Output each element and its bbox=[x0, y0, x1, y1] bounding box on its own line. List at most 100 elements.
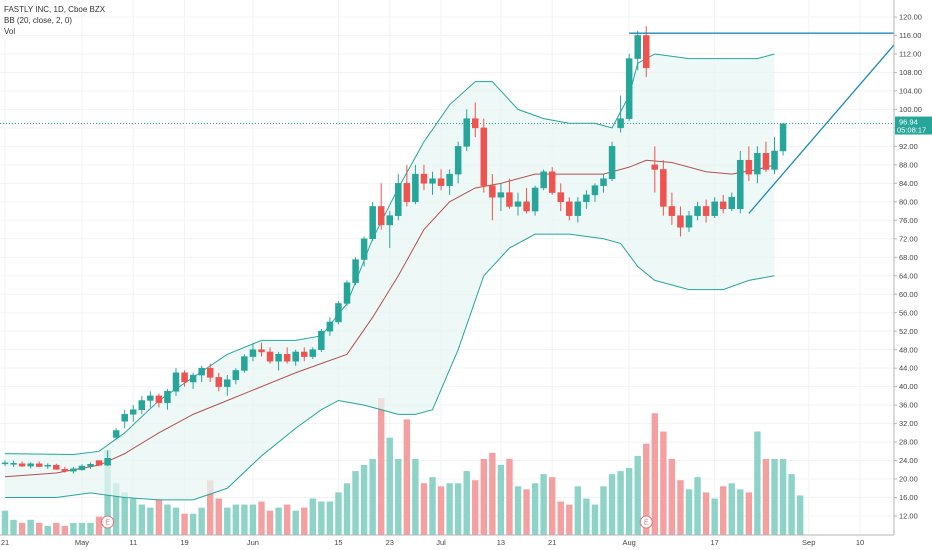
candle-body[interactable] bbox=[386, 215, 393, 226]
candle-body[interactable] bbox=[224, 379, 231, 387]
candle-body[interactable] bbox=[548, 171, 556, 193]
candle-body[interactable] bbox=[403, 183, 411, 203]
candle-body[interactable] bbox=[206, 367, 214, 378]
candle-body[interactable] bbox=[377, 206, 385, 226]
candle-body[interactable] bbox=[668, 206, 676, 216]
candle-body[interactable] bbox=[352, 259, 359, 283]
candle-body[interactable] bbox=[489, 185, 496, 198]
candle-body[interactable] bbox=[583, 194, 590, 203]
candle-body[interactable] bbox=[497, 192, 505, 198]
candle-body[interactable] bbox=[472, 118, 479, 129]
candle-body[interactable] bbox=[189, 374, 197, 383]
candle-body[interactable] bbox=[625, 58, 633, 119]
candle-body[interactable] bbox=[660, 169, 667, 207]
legend-bb[interactable]: BB (20, close, 2, 0) bbox=[4, 16, 73, 25]
candle-body[interactable] bbox=[258, 349, 265, 353]
candle-body[interactable] bbox=[27, 463, 34, 467]
candle-body[interactable] bbox=[454, 146, 462, 175]
candle-body[interactable] bbox=[446, 173, 453, 186]
candle-body[interactable] bbox=[232, 370, 240, 380]
candle-body[interactable] bbox=[420, 173, 428, 184]
candle-body[interactable] bbox=[130, 409, 137, 415]
candle-body[interactable] bbox=[318, 330, 325, 350]
candle-body[interactable] bbox=[283, 354, 291, 362]
candle-body[interactable] bbox=[121, 414, 128, 422]
candle-body[interactable] bbox=[643, 35, 650, 69]
candle-body[interactable] bbox=[480, 127, 488, 186]
candle-body[interactable] bbox=[18, 463, 26, 467]
candle-body[interactable] bbox=[514, 201, 522, 207]
candle-body[interactable] bbox=[181, 372, 188, 383]
candle-body[interactable] bbox=[771, 150, 778, 170]
candle-body[interactable] bbox=[155, 395, 163, 404]
candle-body[interactable] bbox=[10, 463, 17, 465]
candle-body[interactable] bbox=[309, 349, 317, 357]
candle-body[interactable] bbox=[1, 462, 9, 465]
candle-body[interactable] bbox=[95, 460, 103, 466]
candle-body[interactable] bbox=[754, 153, 761, 175]
candle-body[interactable] bbox=[395, 183, 402, 216]
earnings-marker[interactable] bbox=[639, 515, 653, 529]
candle-body[interactable] bbox=[172, 372, 180, 392]
candle-body[interactable] bbox=[266, 351, 274, 362]
price-axis[interactable] bbox=[894, 0, 932, 550]
candle-body[interactable] bbox=[540, 171, 547, 189]
candle-body[interactable] bbox=[617, 118, 624, 129]
candle-body[interactable] bbox=[44, 464, 51, 467]
candle-body[interactable] bbox=[531, 187, 539, 212]
candle-body[interactable] bbox=[104, 457, 111, 466]
candle-body[interactable] bbox=[437, 178, 445, 186]
candle-body[interactable] bbox=[412, 173, 419, 203]
candle-body[interactable] bbox=[335, 303, 342, 323]
candle-body[interactable] bbox=[506, 192, 513, 207]
candle-body[interactable] bbox=[557, 192, 564, 203]
candle-body[interactable] bbox=[292, 351, 299, 362]
candle-body[interactable] bbox=[241, 356, 248, 371]
candle-body[interactable] bbox=[215, 377, 222, 387]
candle-body[interactable] bbox=[429, 178, 436, 184]
candle-body[interactable] bbox=[634, 35, 641, 59]
candle-body[interactable] bbox=[275, 354, 282, 362]
candle-body[interactable] bbox=[651, 164, 659, 170]
candle-body[interactable] bbox=[53, 464, 60, 470]
candle-body[interactable] bbox=[685, 215, 693, 228]
candle-body[interactable] bbox=[737, 159, 744, 209]
candle-body[interactable] bbox=[164, 391, 171, 404]
candle-body[interactable] bbox=[61, 469, 69, 472]
candle-body[interactable] bbox=[600, 178, 607, 186]
candle-body[interactable] bbox=[463, 118, 470, 147]
candle-body[interactable] bbox=[249, 349, 257, 357]
candle-body[interactable] bbox=[198, 367, 205, 376]
candle-body[interactable] bbox=[574, 201, 582, 216]
candle-body[interactable] bbox=[719, 201, 727, 209]
candle-body[interactable] bbox=[762, 153, 770, 170]
candle-body[interactable] bbox=[702, 206, 710, 216]
candle-body[interactable] bbox=[779, 123, 787, 152]
trend-line[interactable] bbox=[748, 44, 895, 214]
candle-body[interactable] bbox=[360, 238, 368, 260]
candle-body[interactable] bbox=[343, 282, 351, 304]
candle-body[interactable] bbox=[523, 201, 530, 212]
candle-body[interactable] bbox=[566, 201, 573, 216]
candle-body[interactable] bbox=[326, 321, 334, 332]
candle-body[interactable] bbox=[301, 351, 308, 357]
candle-body[interactable] bbox=[591, 185, 599, 196]
candle-body[interactable] bbox=[369, 206, 376, 240]
candle-body[interactable] bbox=[694, 206, 701, 216]
candle-body[interactable] bbox=[711, 201, 718, 216]
candle-body[interactable] bbox=[677, 215, 684, 228]
candle-body[interactable] bbox=[112, 430, 120, 438]
candle-body[interactable] bbox=[147, 395, 154, 401]
candle-body[interactable] bbox=[745, 159, 753, 175]
time-axis[interactable] bbox=[0, 535, 932, 550]
legend-volume[interactable]: Vol bbox=[4, 27, 16, 36]
candle-body[interactable] bbox=[728, 196, 735, 209]
candle-body[interactable] bbox=[78, 465, 86, 471]
candle-body[interactable] bbox=[70, 468, 77, 472]
candle-body[interactable] bbox=[608, 146, 616, 179]
legend-symbol[interactable]: FASTLY INC, 1D, Cboe BZX bbox=[4, 5, 106, 14]
candle-body[interactable] bbox=[87, 464, 94, 467]
candle-body[interactable] bbox=[138, 400, 146, 410]
